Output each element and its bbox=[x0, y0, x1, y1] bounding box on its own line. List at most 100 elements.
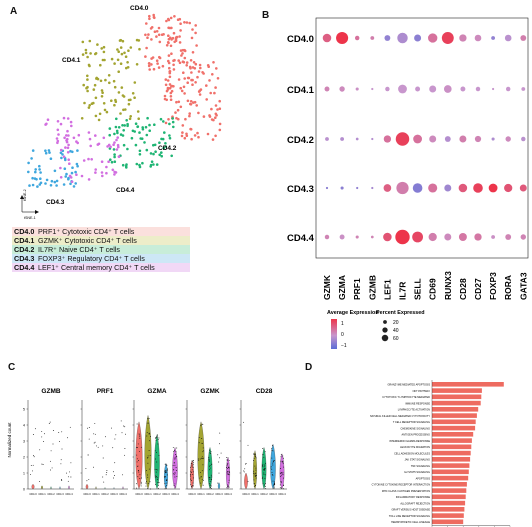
cluster-label: CD4.1 bbox=[62, 57, 81, 64]
tsne-point bbox=[137, 117, 140, 120]
tsne-point bbox=[80, 117, 84, 120]
violin-point bbox=[272, 462, 274, 464]
violin-category-label: CD4.2 bbox=[260, 492, 268, 496]
violin-point bbox=[156, 479, 158, 480]
tsne-point bbox=[113, 132, 116, 136]
violin-point bbox=[200, 424, 202, 426]
violin-point bbox=[217, 454, 219, 456]
violin-point bbox=[149, 481, 151, 483]
dot-mark bbox=[355, 235, 359, 239]
violin-point bbox=[164, 486, 166, 488]
violin-point bbox=[173, 469, 175, 471]
dot-mark bbox=[444, 136, 451, 142]
violin-point bbox=[52, 430, 54, 431]
violin-point bbox=[88, 478, 90, 480]
tsne-point bbox=[172, 31, 176, 35]
violin-point bbox=[279, 487, 281, 489]
violin-point bbox=[282, 477, 284, 479]
dot-mark bbox=[459, 34, 467, 42]
violin-point bbox=[209, 467, 211, 469]
gene-label: GATA3 bbox=[518, 272, 528, 300]
violin-point bbox=[136, 423, 138, 425]
pathway-label: CYTOTOXIC T LYMPHOCYTE MEDIATED bbox=[382, 396, 430, 399]
tsne-point bbox=[193, 134, 197, 137]
enrichment-bar bbox=[432, 463, 470, 468]
violin-point bbox=[115, 434, 117, 436]
tsne-point bbox=[128, 117, 132, 121]
violin-point bbox=[145, 485, 147, 487]
dot-mark bbox=[339, 86, 345, 92]
violin-point bbox=[149, 488, 151, 490]
violin-point bbox=[209, 477, 211, 479]
tsne-point bbox=[50, 179, 54, 183]
tsne-point bbox=[168, 122, 171, 126]
violin-point bbox=[273, 484, 275, 486]
tsne-point bbox=[76, 164, 79, 168]
violin-point bbox=[135, 483, 137, 485]
tsne-point bbox=[145, 148, 149, 152]
tsne-point bbox=[218, 122, 222, 126]
violin-point bbox=[274, 459, 276, 461]
tsne-point bbox=[135, 63, 139, 66]
tsne-point bbox=[155, 30, 159, 33]
violin-point bbox=[147, 488, 149, 490]
tsne-point bbox=[75, 162, 79, 166]
violin-point bbox=[190, 480, 192, 482]
violin-shape bbox=[95, 486, 97, 490]
violin-category-label: CD4.4 bbox=[278, 492, 286, 496]
tsne-point bbox=[94, 114, 98, 118]
tsne-point bbox=[94, 168, 97, 171]
violin-point bbox=[227, 474, 229, 476]
violin-point bbox=[70, 476, 72, 478]
violin-point bbox=[220, 452, 222, 454]
violin-tick-label: 4 bbox=[23, 424, 25, 428]
violin-point bbox=[157, 477, 159, 479]
tsne-point bbox=[180, 134, 184, 138]
violin-gene-title: GZMK bbox=[200, 388, 219, 395]
tsne-point bbox=[185, 21, 189, 24]
tsne-point bbox=[166, 41, 170, 44]
enrichment-bar bbox=[432, 519, 464, 525]
tsne-point bbox=[113, 62, 116, 65]
tsne-point bbox=[152, 67, 156, 71]
violin-point bbox=[280, 456, 282, 458]
tsne-point bbox=[206, 132, 210, 136]
violin-tick-label: 0 bbox=[23, 488, 25, 492]
violin-point bbox=[202, 447, 204, 449]
violin-point bbox=[137, 443, 139, 445]
violin-category-label: CD4.2 bbox=[153, 492, 161, 496]
dot-mark bbox=[339, 234, 345, 240]
tsne-point bbox=[182, 85, 186, 89]
violin-shape bbox=[59, 486, 61, 490]
tsne-point bbox=[214, 86, 217, 89]
tsne-point bbox=[87, 106, 91, 109]
tsne-point bbox=[34, 170, 37, 174]
dot-mark bbox=[355, 87, 359, 91]
violin-point bbox=[262, 476, 264, 478]
violin-tick-label: 5 bbox=[23, 408, 25, 412]
tsne-point bbox=[173, 14, 176, 18]
violin-point bbox=[86, 480, 88, 482]
expression-tick: 1 bbox=[341, 321, 344, 327]
violin-point bbox=[166, 464, 168, 466]
violin-point bbox=[253, 452, 255, 454]
violin-category-label: CD4.1 bbox=[197, 492, 205, 496]
legend-row: CD4.0 PRF1⁺ Cytotoxic CD4⁺ T cells bbox=[12, 227, 190, 236]
violin-point bbox=[174, 458, 176, 460]
violin-point bbox=[155, 468, 157, 470]
violin-point bbox=[147, 418, 149, 420]
tsne-point bbox=[100, 95, 104, 98]
pathway-label: CHEMOKINE SIGNALING bbox=[401, 427, 431, 430]
violin-point bbox=[112, 471, 114, 473]
tsne-point bbox=[66, 117, 70, 120]
tsne-point bbox=[165, 89, 169, 93]
violin-point bbox=[209, 449, 210, 451]
tsne-point bbox=[122, 95, 126, 98]
violin-point bbox=[125, 433, 126, 435]
tsne-point bbox=[66, 129, 69, 133]
tsne-point bbox=[67, 134, 70, 137]
tsne-point bbox=[99, 79, 103, 83]
dot-mark bbox=[413, 134, 423, 144]
tsne-point bbox=[62, 155, 66, 158]
violin-point bbox=[164, 463, 166, 465]
